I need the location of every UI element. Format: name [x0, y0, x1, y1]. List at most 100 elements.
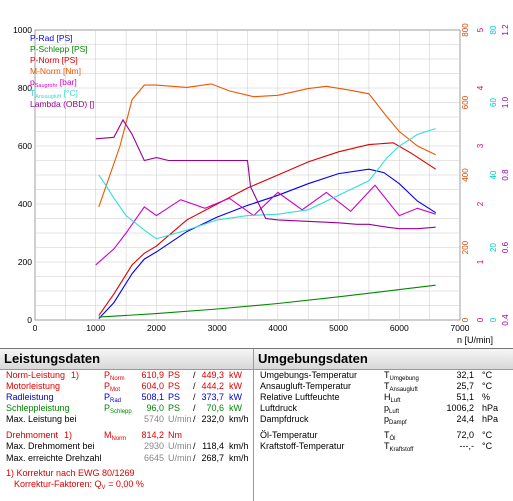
symbol-sub: Norm: [110, 376, 125, 382]
y-tick-label: 1000: [13, 25, 32, 35]
right-axis-tick-label: 400: [461, 168, 470, 182]
legend: P-Rad [PS] P-Schlepp [PS] P-Norm [PS] M-…: [30, 33, 94, 109]
right-axis-tick-label: 1.0: [501, 96, 510, 108]
legend-p-schlepp: P-Schlepp [PS]: [30, 44, 88, 54]
row-unit-1: PS: [168, 381, 181, 391]
row-unit-1: U/min: [168, 441, 192, 451]
x-axis-ticks: 0 1000 2000 3000 4000 5000 6000 7000: [33, 323, 470, 333]
right-axis-tick-label: 0: [476, 317, 485, 322]
x-tick-label: 3000: [208, 323, 227, 333]
series-line-p-schlepp-ps: [98, 284, 436, 318]
row-value-2: 449,3: [201, 370, 224, 380]
row-value-1: 604,0: [141, 381, 164, 391]
row-label: Max. Leistung bei: [6, 414, 77, 424]
right-axis-tick-label: 600: [461, 95, 470, 109]
symbol-main: p: [384, 403, 390, 413]
symbol-main: T: [384, 441, 390, 451]
symbol-main: P: [104, 381, 111, 391]
series-line-ansaugluft-c: [98, 128, 436, 240]
symbol-sub: Rad: [110, 398, 122, 404]
row-separator: /: [193, 392, 196, 402]
x-tick-label: 5000: [329, 323, 348, 333]
symbol-main: p: [384, 414, 390, 424]
right-axis-tick-label: 1.2: [501, 24, 510, 36]
row-value: 24,4: [456, 414, 474, 424]
row-separator: /: [193, 381, 196, 391]
row-label: Luftdruck: [260, 403, 298, 413]
x-tick-label: 0: [33, 323, 38, 333]
row-value-1: 6645: [143, 453, 164, 463]
legend-p-rad: P-Rad [PS]: [30, 33, 73, 43]
x-tick-label: 7000: [451, 323, 470, 333]
row-label: Norm-Leistung: [6, 370, 66, 380]
row-unit: °C: [482, 370, 493, 380]
right-axis-tick-label: 0.8: [501, 169, 510, 181]
row-symbol: TUmgebung: [384, 370, 419, 385]
row-unit-1: Nm: [168, 430, 182, 440]
symbol-main: H: [384, 392, 391, 402]
row-symbol: TÖl: [384, 430, 396, 445]
row-unit-2: kW: [229, 392, 242, 402]
row-symbol: MNorm: [104, 430, 126, 445]
x-tick-label: 2000: [147, 323, 166, 333]
row-label: Drehmoment: [6, 430, 59, 440]
leistungsdaten-panel: Leistungsdaten Norm-Leistung 1) PNorm 610,9…: [0, 348, 254, 501]
y-tick-label: 800: [18, 83, 32, 93]
row-unit: hPa: [482, 414, 499, 424]
right-axis-tick-label: 0: [489, 317, 498, 322]
x-axis-label: n [U/min]: [457, 335, 493, 345]
symbol-sub: Luft: [389, 409, 400, 415]
row-symbol: TKraftstoff: [384, 441, 413, 456]
symbol-main: P: [104, 403, 111, 413]
series-line-m-norm-nm: [98, 83, 436, 208]
row-value-2: 232,0: [201, 414, 224, 424]
series-line-lambda-obd: [95, 118, 436, 230]
row-label: Dampfdruck: [260, 414, 309, 424]
legend-m-norm: M-Norm [Nm]: [30, 66, 81, 76]
leistungsdaten-title: Leistungsdaten: [0, 349, 253, 370]
row-unit: %: [482, 392, 491, 402]
row-unit-1: U/min: [168, 414, 192, 424]
row-value-1: 5740: [143, 414, 164, 424]
row-label: Umgebungs-Temperatur: [260, 370, 358, 380]
row-separator: /: [193, 403, 196, 413]
row-value-2: 444,2: [201, 381, 224, 391]
row-label: Schleppleistung: [6, 403, 70, 413]
row-separator: /: [193, 441, 196, 451]
row-unit-2: km/h: [229, 453, 249, 463]
row-value: 25,7: [456, 381, 474, 391]
row-separator: /: [193, 414, 196, 424]
row-value: ---,-: [459, 441, 475, 451]
row-value-1: 508,1: [141, 392, 164, 402]
footnote-faktoren: Korrektur-Faktoren: QV = 0,00 %: [14, 479, 144, 491]
row-symbol: PNorm: [104, 370, 125, 385]
right-axis-tick-label: 0.4: [501, 314, 510, 326]
right-axis-tick-label: 60: [489, 98, 498, 107]
row-value: 51,1: [456, 392, 474, 402]
right-axis-tick-label: 0.6: [501, 241, 510, 253]
symbol-main: T: [384, 370, 390, 380]
row-value-2: 268,7: [201, 453, 224, 463]
right-axis-tick-label: 200: [461, 240, 470, 254]
footnote-korrektur: 1) Korrektur nach EWG 80/1269: [6, 468, 135, 478]
right-axis-tick-label: 80: [489, 25, 498, 34]
x-tick-label: 1000: [86, 323, 105, 333]
symbol-sub: Mot: [110, 387, 121, 393]
row-value-2: 118,4: [202, 441, 224, 451]
row-label: Öl-Temperatur: [260, 430, 318, 440]
y-tick-label: 400: [18, 199, 32, 209]
series-line-p-norm-ps: [98, 142, 437, 316]
symbol-main: T: [384, 381, 390, 391]
symbol-sub: Schlepp: [110, 409, 132, 415]
symbol-sub: Umgebung: [389, 376, 419, 382]
row-unit: °C: [482, 430, 493, 440]
row-unit-1: PS: [168, 392, 181, 402]
row-label: Max. erreichte Drehzahl: [6, 453, 102, 463]
y-axis-ticks: 0 200 400 600 800 1000: [13, 25, 32, 325]
row-value-1: 814,2: [141, 430, 164, 440]
symbol-main: P: [104, 370, 111, 380]
y-tick-label: 600: [18, 141, 32, 151]
legend-p-saugrohr: pSaugrohr [bar]: [30, 77, 77, 89]
row-value: 32,1: [456, 370, 474, 380]
row-value-1: 610,9: [141, 370, 164, 380]
